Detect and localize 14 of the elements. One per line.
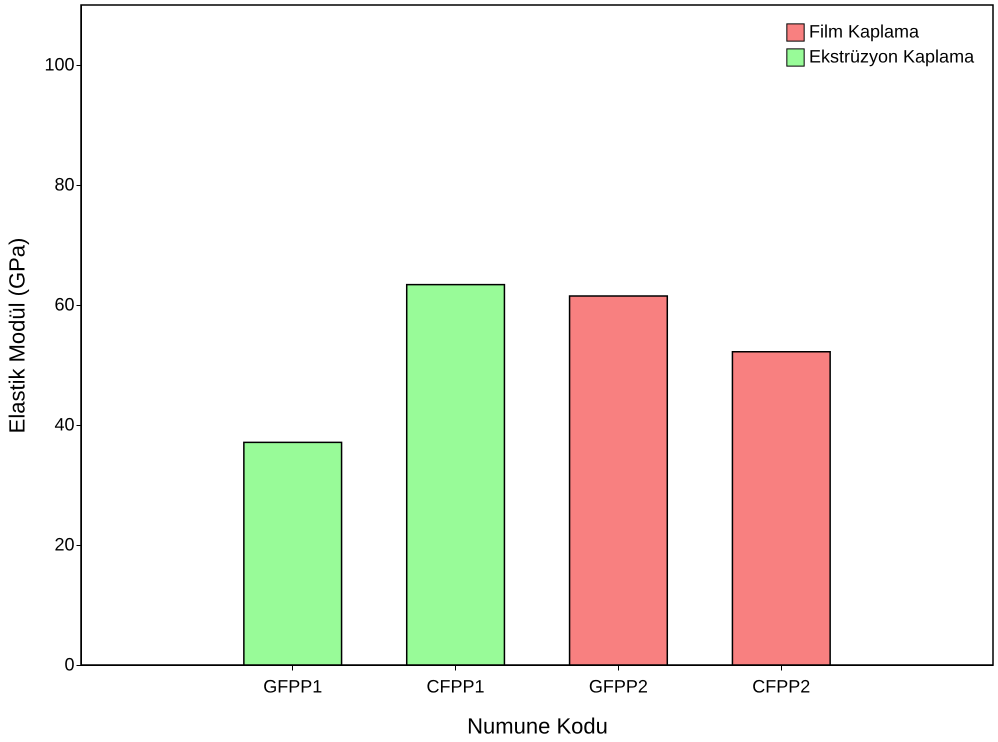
- legend-label: Film Kaplama: [809, 22, 920, 42]
- x-tick-label: CFPP2: [752, 676, 810, 696]
- x-tick-label: GFPP1: [263, 676, 322, 696]
- y-tick-label: 40: [54, 414, 74, 434]
- y-tick-label: 60: [54, 294, 74, 314]
- x-tick-label: CFPP1: [426, 676, 485, 696]
- legend-label: Ekstrüzyon Kaplama: [809, 46, 976, 66]
- y-tick-label: 100: [44, 54, 74, 74]
- x-tick-label: GFPP2: [588, 676, 648, 696]
- y-tick-label: 0: [64, 654, 74, 674]
- y-tick-label: 20: [54, 534, 74, 554]
- x-axis-title: Numune Kodu: [467, 714, 608, 738]
- y-axis-title: Elastik Modül (GPa): [4, 238, 30, 434]
- y-tick-label: 80: [54, 174, 74, 194]
